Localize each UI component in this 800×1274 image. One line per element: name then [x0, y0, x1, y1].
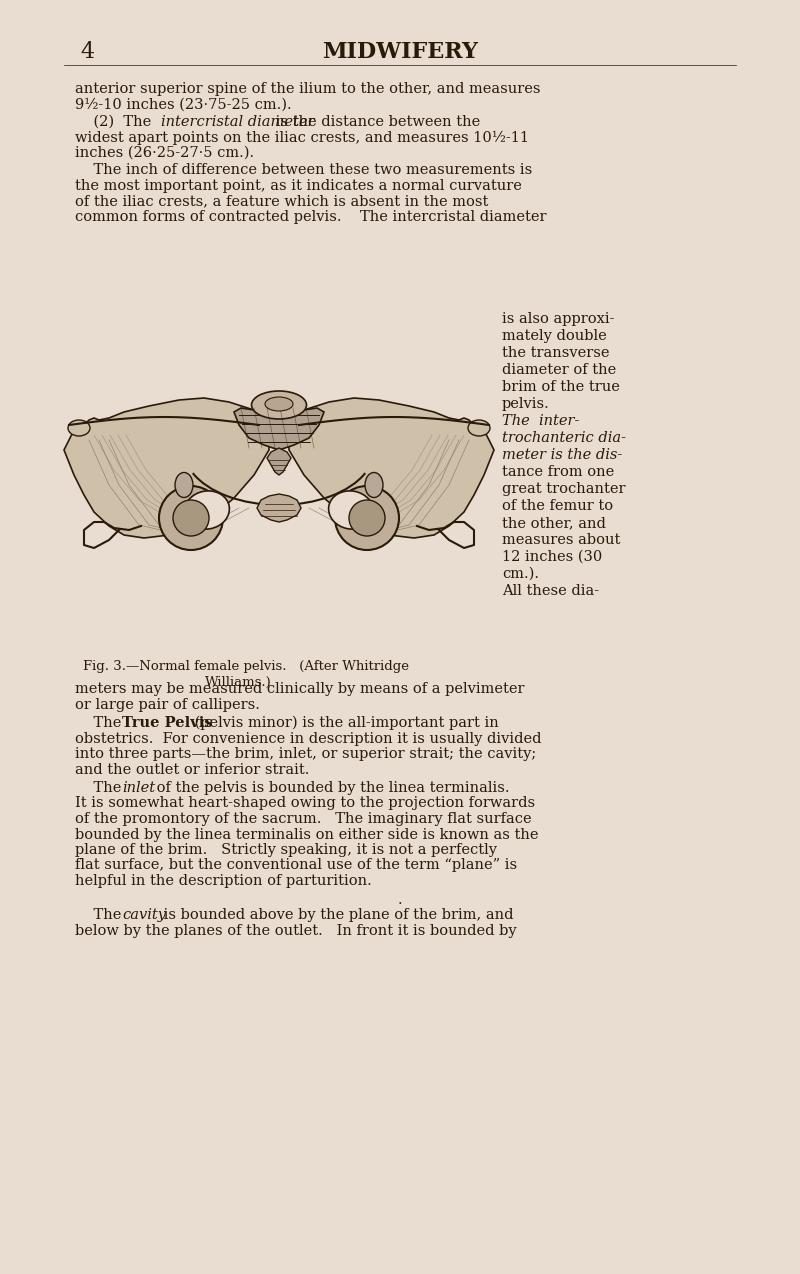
Text: The: The [75, 781, 126, 795]
Text: Fig. 3.—Normal female pelvis.   (After Whitridge: Fig. 3.—Normal female pelvis. (After Whi… [83, 660, 409, 673]
Text: meters may be measured clinically by means of a pelvimeter: meters may be measured clinically by mea… [75, 682, 525, 696]
Text: (2)  The: (2) The [75, 115, 156, 129]
Text: trochanteric dia-: trochanteric dia- [502, 431, 626, 445]
Polygon shape [257, 494, 301, 522]
Circle shape [159, 485, 223, 550]
Ellipse shape [329, 490, 374, 529]
Ellipse shape [365, 473, 383, 498]
Text: mately double: mately double [502, 329, 606, 343]
Text: helpful in the description of parturition.: helpful in the description of parturitio… [75, 874, 372, 888]
Circle shape [173, 499, 209, 536]
Text: True Pelvis: True Pelvis [122, 716, 213, 730]
Text: obstetrics.  For convenience in description it is usually divided: obstetrics. For convenience in descripti… [75, 731, 542, 745]
Text: is also approxi-: is also approxi- [502, 312, 614, 326]
Text: All these dia-: All these dia- [502, 583, 599, 598]
Polygon shape [289, 397, 494, 538]
Text: 9½-10 inches (23·75-25 cm.).: 9½-10 inches (23·75-25 cm.). [75, 98, 292, 112]
Text: measures about: measures about [502, 533, 620, 547]
Text: of the promontory of the sacrum.   The imaginary flat surface: of the promontory of the sacrum. The ima… [75, 812, 532, 826]
Text: intercristal diameter: intercristal diameter [161, 115, 314, 129]
Text: of the pelvis is bounded by the linea terminalis.: of the pelvis is bounded by the linea te… [152, 781, 510, 795]
Text: 4: 4 [80, 41, 94, 62]
Text: is bounded above by the plane of the brim, and: is bounded above by the plane of the bri… [159, 908, 514, 922]
Text: pelvis.: pelvis. [502, 397, 550, 412]
Ellipse shape [68, 420, 90, 436]
Text: cm.).: cm.). [502, 567, 539, 581]
Text: inches (26·25-27·5 cm.).: inches (26·25-27·5 cm.). [75, 147, 254, 161]
Text: the other, and: the other, and [502, 516, 606, 530]
Text: flat surface, but the conventional use of the term “plane” is: flat surface, but the conventional use o… [75, 859, 517, 873]
Text: diameter of the: diameter of the [502, 363, 616, 377]
Circle shape [349, 499, 385, 536]
Text: common forms of contracted pelvis.    The intercristal diameter: common forms of contracted pelvis. The i… [75, 210, 546, 224]
Text: 12 inches (30: 12 inches (30 [502, 550, 602, 564]
Text: The: The [75, 908, 126, 922]
Text: tance from one: tance from one [502, 465, 614, 479]
Polygon shape [64, 397, 269, 538]
Text: brim of the true: brim of the true [502, 380, 620, 394]
Text: MIDWIFERY: MIDWIFERY [322, 41, 478, 62]
Text: great trochanter: great trochanter [502, 482, 626, 496]
Polygon shape [267, 448, 291, 475]
Text: It is somewhat heart-shaped owing to the projection forwards: It is somewhat heart-shaped owing to the… [75, 796, 535, 810]
Ellipse shape [265, 397, 293, 412]
Ellipse shape [251, 391, 306, 419]
Text: of the femur to: of the femur to [502, 499, 613, 513]
Text: or large pair of callipers.: or large pair of callipers. [75, 697, 260, 711]
Text: (pelvis minor) is the all-important part in: (pelvis minor) is the all-important part… [190, 716, 498, 730]
Text: plane of the brim.   Strictly speaking, it is not a perfectly: plane of the brim. Strictly speaking, it… [75, 843, 497, 857]
Text: is the distance between the: is the distance between the [271, 115, 480, 129]
Text: into three parts—the brim, inlet, or superior strait; the cavity;: into three parts—the brim, inlet, or sup… [75, 747, 536, 761]
Text: bounded by the linea terminalis on either side is known as the: bounded by the linea terminalis on eithe… [75, 828, 538, 842]
Text: The  inter-: The inter- [502, 414, 579, 428]
Ellipse shape [468, 420, 490, 436]
Text: below by the planes of the outlet.   In front it is bounded by: below by the planes of the outlet. In fr… [75, 924, 517, 938]
Text: inlet: inlet [122, 781, 155, 795]
Text: the most important point, as it indicates a normal curvature: the most important point, as it indicate… [75, 180, 522, 192]
Text: Williams.): Williams.) [205, 676, 272, 689]
Text: .: . [398, 893, 402, 907]
Ellipse shape [185, 490, 230, 529]
Text: meter is the dis-: meter is the dis- [502, 448, 622, 462]
Text: the transverse: the transverse [502, 347, 610, 361]
Text: and the outlet or inferior strait.: and the outlet or inferior strait. [75, 763, 310, 776]
Ellipse shape [175, 473, 193, 498]
Text: widest apart points on the iliac crests, and measures 10½-11: widest apart points on the iliac crests,… [75, 130, 529, 145]
Text: of the iliac crests, a feature which is absent in the most: of the iliac crests, a feature which is … [75, 195, 488, 209]
Text: The inch of difference between these two measurements is: The inch of difference between these two… [75, 163, 532, 177]
Text: anterior superior spine of the ilium to the other, and measures: anterior superior spine of the ilium to … [75, 82, 541, 96]
Text: cavity: cavity [122, 908, 166, 922]
Polygon shape [234, 408, 324, 450]
Text: The: The [75, 716, 126, 730]
Circle shape [335, 485, 399, 550]
